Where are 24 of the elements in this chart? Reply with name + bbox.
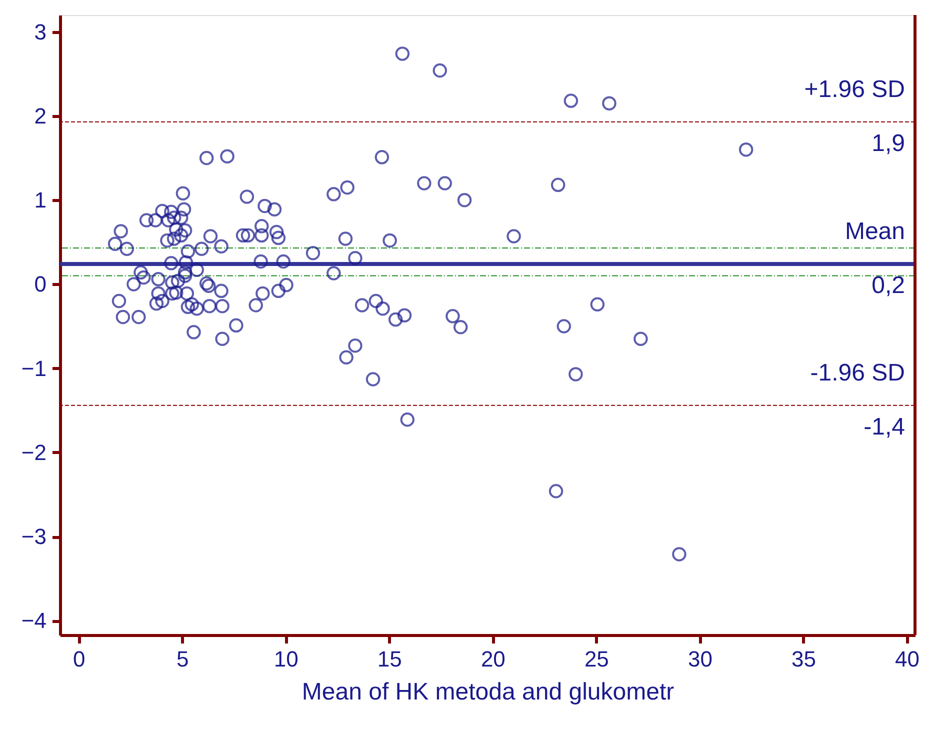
ref-line-label: +1.96 SD (804, 76, 905, 103)
y-tick-label: 2 (34, 103, 46, 128)
ref-line-label: Mean (844, 218, 905, 246)
x-axis-title: Mean of HK metoda and glukometr (302, 678, 674, 706)
x-tick-label: 10 (274, 646, 298, 672)
y-tick-label: −1 (21, 356, 46, 381)
x-tick-label: 35 (791, 646, 816, 672)
ref-line-label: -1.96 SD (810, 359, 905, 386)
x-tick-label: 15 (377, 646, 402, 672)
x-tick-label: 30 (688, 646, 712, 672)
x-tick-label: 40 (894, 646, 920, 672)
x-tick-label: 20 (480, 646, 506, 672)
y-tick-label: 3 (34, 19, 46, 44)
y-tick-label: 0 (34, 272, 46, 297)
y-tick-label: −2 (21, 440, 46, 465)
annotation: 0,2 (872, 272, 905, 300)
y-tick-label: 1 (34, 188, 46, 213)
y-tick-label: −3 (21, 524, 46, 550)
x-tick-label: 0 (73, 646, 86, 672)
annotation: 1,9 (872, 130, 905, 157)
x-tick-label: 25 (584, 646, 609, 672)
x-tick-label: 5 (176, 646, 189, 672)
y-tick-label: −4 (21, 608, 46, 634)
annotation: -1,4 (864, 413, 905, 440)
